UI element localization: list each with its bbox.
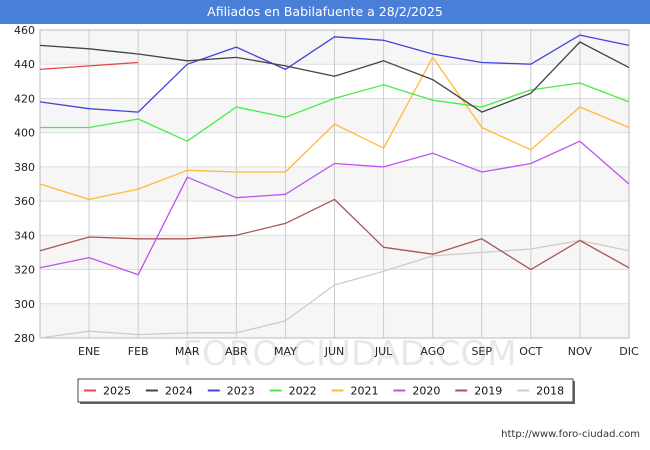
y-tick-label: 280 bbox=[14, 332, 35, 345]
legend-label-2019: 2019 bbox=[474, 385, 502, 398]
series-line-2022 bbox=[40, 82, 630, 142]
x-tick-label: NOV bbox=[568, 345, 593, 358]
legend-label-2021: 2021 bbox=[351, 385, 379, 398]
series-line-2023 bbox=[39, 34, 630, 113]
legend-label-2020: 2020 bbox=[412, 385, 440, 398]
x-tick-label: AGO bbox=[420, 345, 445, 358]
x-tick-label: OCT bbox=[519, 345, 542, 358]
x-tick-label: ENE bbox=[78, 345, 100, 358]
x-tick-label: ABR bbox=[225, 345, 248, 358]
legend-label-2023: 2023 bbox=[227, 385, 255, 398]
series-line-2018 bbox=[39, 239, 630, 339]
y-tick-label: 400 bbox=[14, 127, 35, 140]
x-tick-label: JUL bbox=[374, 345, 393, 358]
legend-label-2025: 2025 bbox=[103, 385, 131, 398]
x-tick-label: MAY bbox=[274, 345, 297, 358]
y-tick-label: 340 bbox=[14, 229, 35, 242]
x-tick-label: JUN bbox=[324, 345, 345, 358]
legend-label-2022: 2022 bbox=[289, 385, 317, 398]
y-tick-label: 440 bbox=[14, 58, 35, 71]
source-url[interactable]: http://www.foro-ciudad.com bbox=[501, 429, 640, 440]
y-tick-label: 380 bbox=[14, 161, 35, 174]
series-line-2020 bbox=[39, 140, 630, 276]
y-tick-label: 460 bbox=[14, 24, 35, 37]
x-tick-label: FEB bbox=[128, 345, 149, 358]
y-tick-label: 320 bbox=[14, 264, 35, 277]
x-tick-label: DIC bbox=[619, 345, 639, 358]
legend-label-2024: 2024 bbox=[165, 385, 193, 398]
chart-title: Afiliados en Babilafuente a 28/2/2025 bbox=[0, 0, 650, 24]
x-tick-label: SEP bbox=[471, 345, 492, 358]
series-line-2024 bbox=[39, 41, 630, 113]
y-tick-label: 360 bbox=[14, 195, 35, 208]
legend-box bbox=[77, 378, 574, 403]
series-line-2021 bbox=[39, 56, 630, 201]
series-line-2019 bbox=[39, 198, 630, 271]
watermark-text: FORO-CIUDAD.COM bbox=[182, 334, 516, 374]
y-tick-label: 300 bbox=[14, 298, 35, 311]
x-tick-label: MAR bbox=[175, 345, 200, 358]
legend-label-2018: 2018 bbox=[536, 385, 564, 398]
y-tick-label: 420 bbox=[14, 92, 35, 105]
series-line-2025 bbox=[39, 61, 139, 71]
